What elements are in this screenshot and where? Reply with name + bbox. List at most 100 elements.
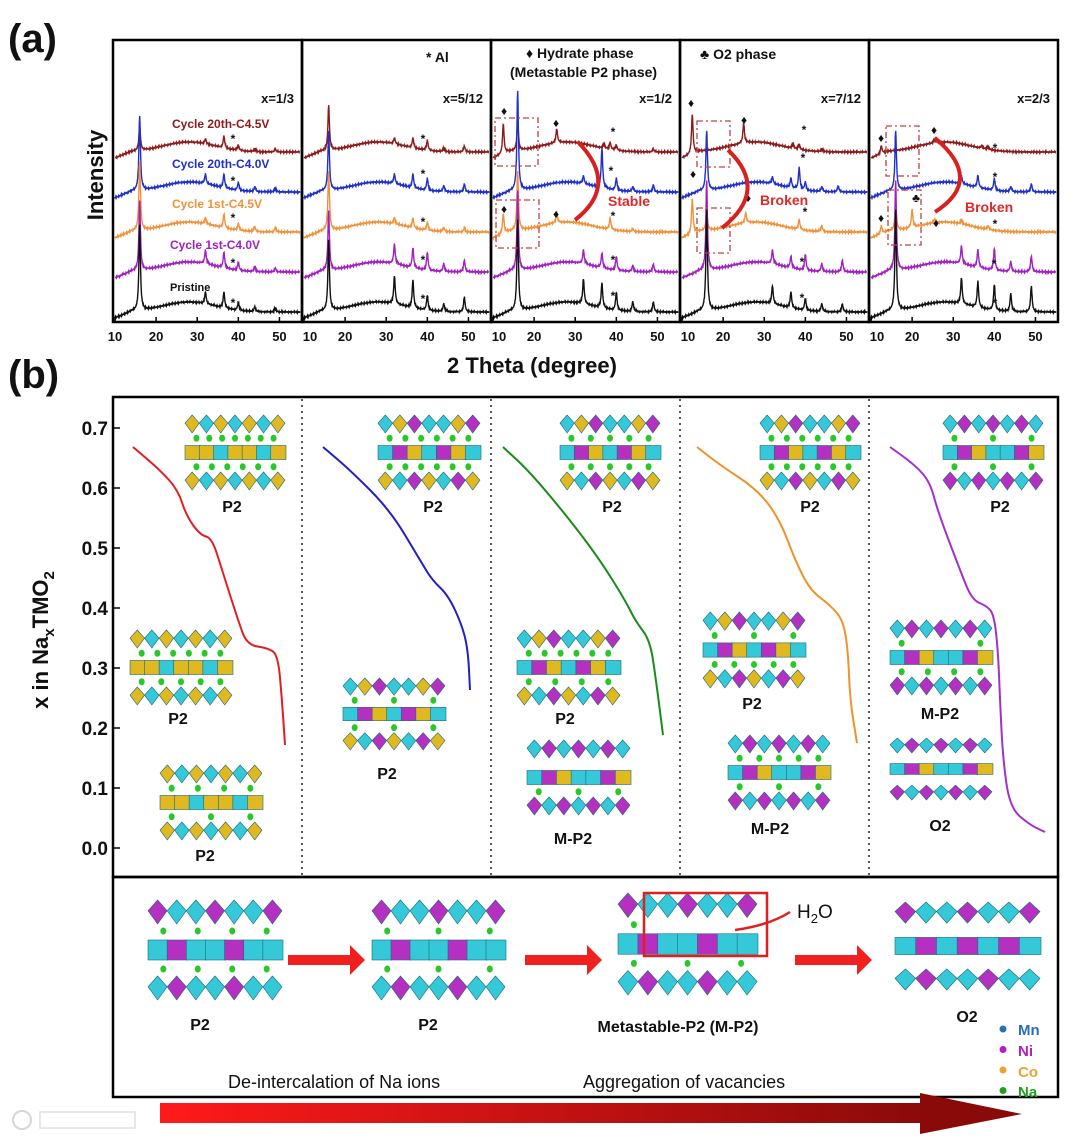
octahedron	[428, 975, 449, 1001]
na-ion	[924, 668, 931, 676]
octahedron	[217, 821, 234, 841]
water-label: H2O	[797, 902, 833, 926]
na-ion	[790, 660, 797, 668]
octahedron	[342, 732, 358, 751]
octahedron	[677, 892, 698, 918]
octahedron-layer	[631, 445, 648, 460]
mechanism-frame	[111, 875, 1060, 1099]
octahedron	[526, 796, 543, 816]
octahedron	[466, 899, 487, 925]
crystal-structure	[516, 629, 622, 706]
octahedron-layer	[933, 763, 950, 775]
na-ion	[738, 959, 745, 967]
octahedron	[224, 975, 245, 1001]
stage-arrow-icon	[525, 955, 587, 965]
octahedron-layer	[771, 765, 788, 780]
octahedron	[1028, 414, 1044, 434]
octahedron-layer	[977, 650, 994, 665]
na-ion	[626, 434, 633, 442]
na-ion	[552, 678, 559, 686]
octahedron	[894, 901, 917, 924]
octahedron	[918, 784, 935, 801]
o2-phase-note: ♣ O2 phase	[700, 46, 776, 62]
na-ion	[845, 434, 852, 442]
octahedron-layer	[158, 660, 176, 675]
x-tick-label: 50	[650, 329, 664, 344]
octahedron-layer	[224, 939, 246, 961]
octahedron	[1018, 901, 1041, 924]
x-tick-label: 50	[272, 329, 286, 344]
na-ion	[247, 784, 254, 792]
octahedron	[174, 821, 190, 841]
octahedron	[845, 471, 861, 491]
octahedron-layer	[241, 445, 258, 460]
na-ion	[1028, 463, 1035, 471]
octahedron-layer	[731, 642, 749, 658]
na-ion	[790, 632, 797, 640]
octahedron	[570, 739, 587, 759]
octahedron	[159, 821, 175, 841]
octahedron	[203, 764, 219, 784]
octahedron	[956, 968, 979, 991]
xrd-trace-0	[114, 125, 301, 160]
na-ion	[751, 632, 757, 640]
na-ion	[160, 927, 167, 935]
octahedron-layer	[756, 765, 774, 780]
octahedron-layer	[894, 937, 918, 955]
na-ion	[402, 463, 409, 471]
stage-label-1: P2	[190, 1017, 210, 1034]
octahedron	[213, 414, 229, 434]
octahedron	[144, 686, 160, 706]
x-tick-label: 20	[905, 329, 919, 344]
octahedron	[232, 764, 248, 784]
voltage-curve-red	[132, 446, 286, 746]
na-ion	[194, 927, 201, 935]
octahedron-layer	[202, 660, 219, 675]
na-ion	[684, 959, 691, 967]
octahedron	[227, 414, 243, 434]
octahedron-layer	[956, 445, 973, 460]
na-ion	[783, 434, 790, 442]
octahedron	[936, 968, 958, 991]
crystal-structure	[759, 414, 862, 491]
octahedron	[999, 471, 1015, 491]
xrd-trace-4	[114, 224, 301, 321]
al-marker: *	[611, 125, 616, 139]
octahedron	[918, 619, 935, 639]
octahedron-layer	[985, 445, 1002, 460]
na-ion	[193, 463, 200, 471]
y-axis-label: Intensity	[83, 129, 108, 220]
octahedron-layer	[129, 660, 146, 675]
al-marker: *	[992, 257, 997, 271]
octahedron	[546, 629, 562, 649]
octahedron	[559, 414, 575, 434]
na-ion	[465, 434, 472, 442]
octahedron	[771, 791, 787, 811]
na-ion	[160, 965, 167, 973]
crystal-structure	[889, 737, 994, 801]
octahedron-layer	[918, 763, 936, 775]
phase-highlight-box	[494, 117, 539, 167]
octahedron-layer	[602, 445, 619, 460]
hydrate-marker: ♦	[741, 113, 747, 127]
octahedron-layer	[187, 660, 205, 675]
octahedron	[790, 669, 806, 689]
octahedron	[600, 796, 616, 816]
octahedron	[977, 784, 993, 801]
octahedron	[573, 471, 589, 491]
octahedron	[406, 414, 423, 434]
octahedron	[977, 737, 993, 754]
na-ion	[711, 632, 718, 640]
hydrate-marker: ♦	[878, 211, 884, 225]
octahedron	[243, 899, 264, 925]
legend-na: Na	[1018, 1084, 1038, 1101]
octahedron	[243, 975, 264, 1001]
crystal-structure	[942, 414, 1045, 491]
x-tick-label: 40	[420, 329, 434, 344]
legend-co: Co	[1018, 1064, 1038, 1081]
octahedron-layer	[590, 660, 607, 675]
y-tick-label: 0.1	[82, 779, 109, 800]
octahedron-layer	[174, 795, 191, 810]
octahedron	[904, 784, 920, 801]
octahedron-layer	[428, 939, 450, 961]
